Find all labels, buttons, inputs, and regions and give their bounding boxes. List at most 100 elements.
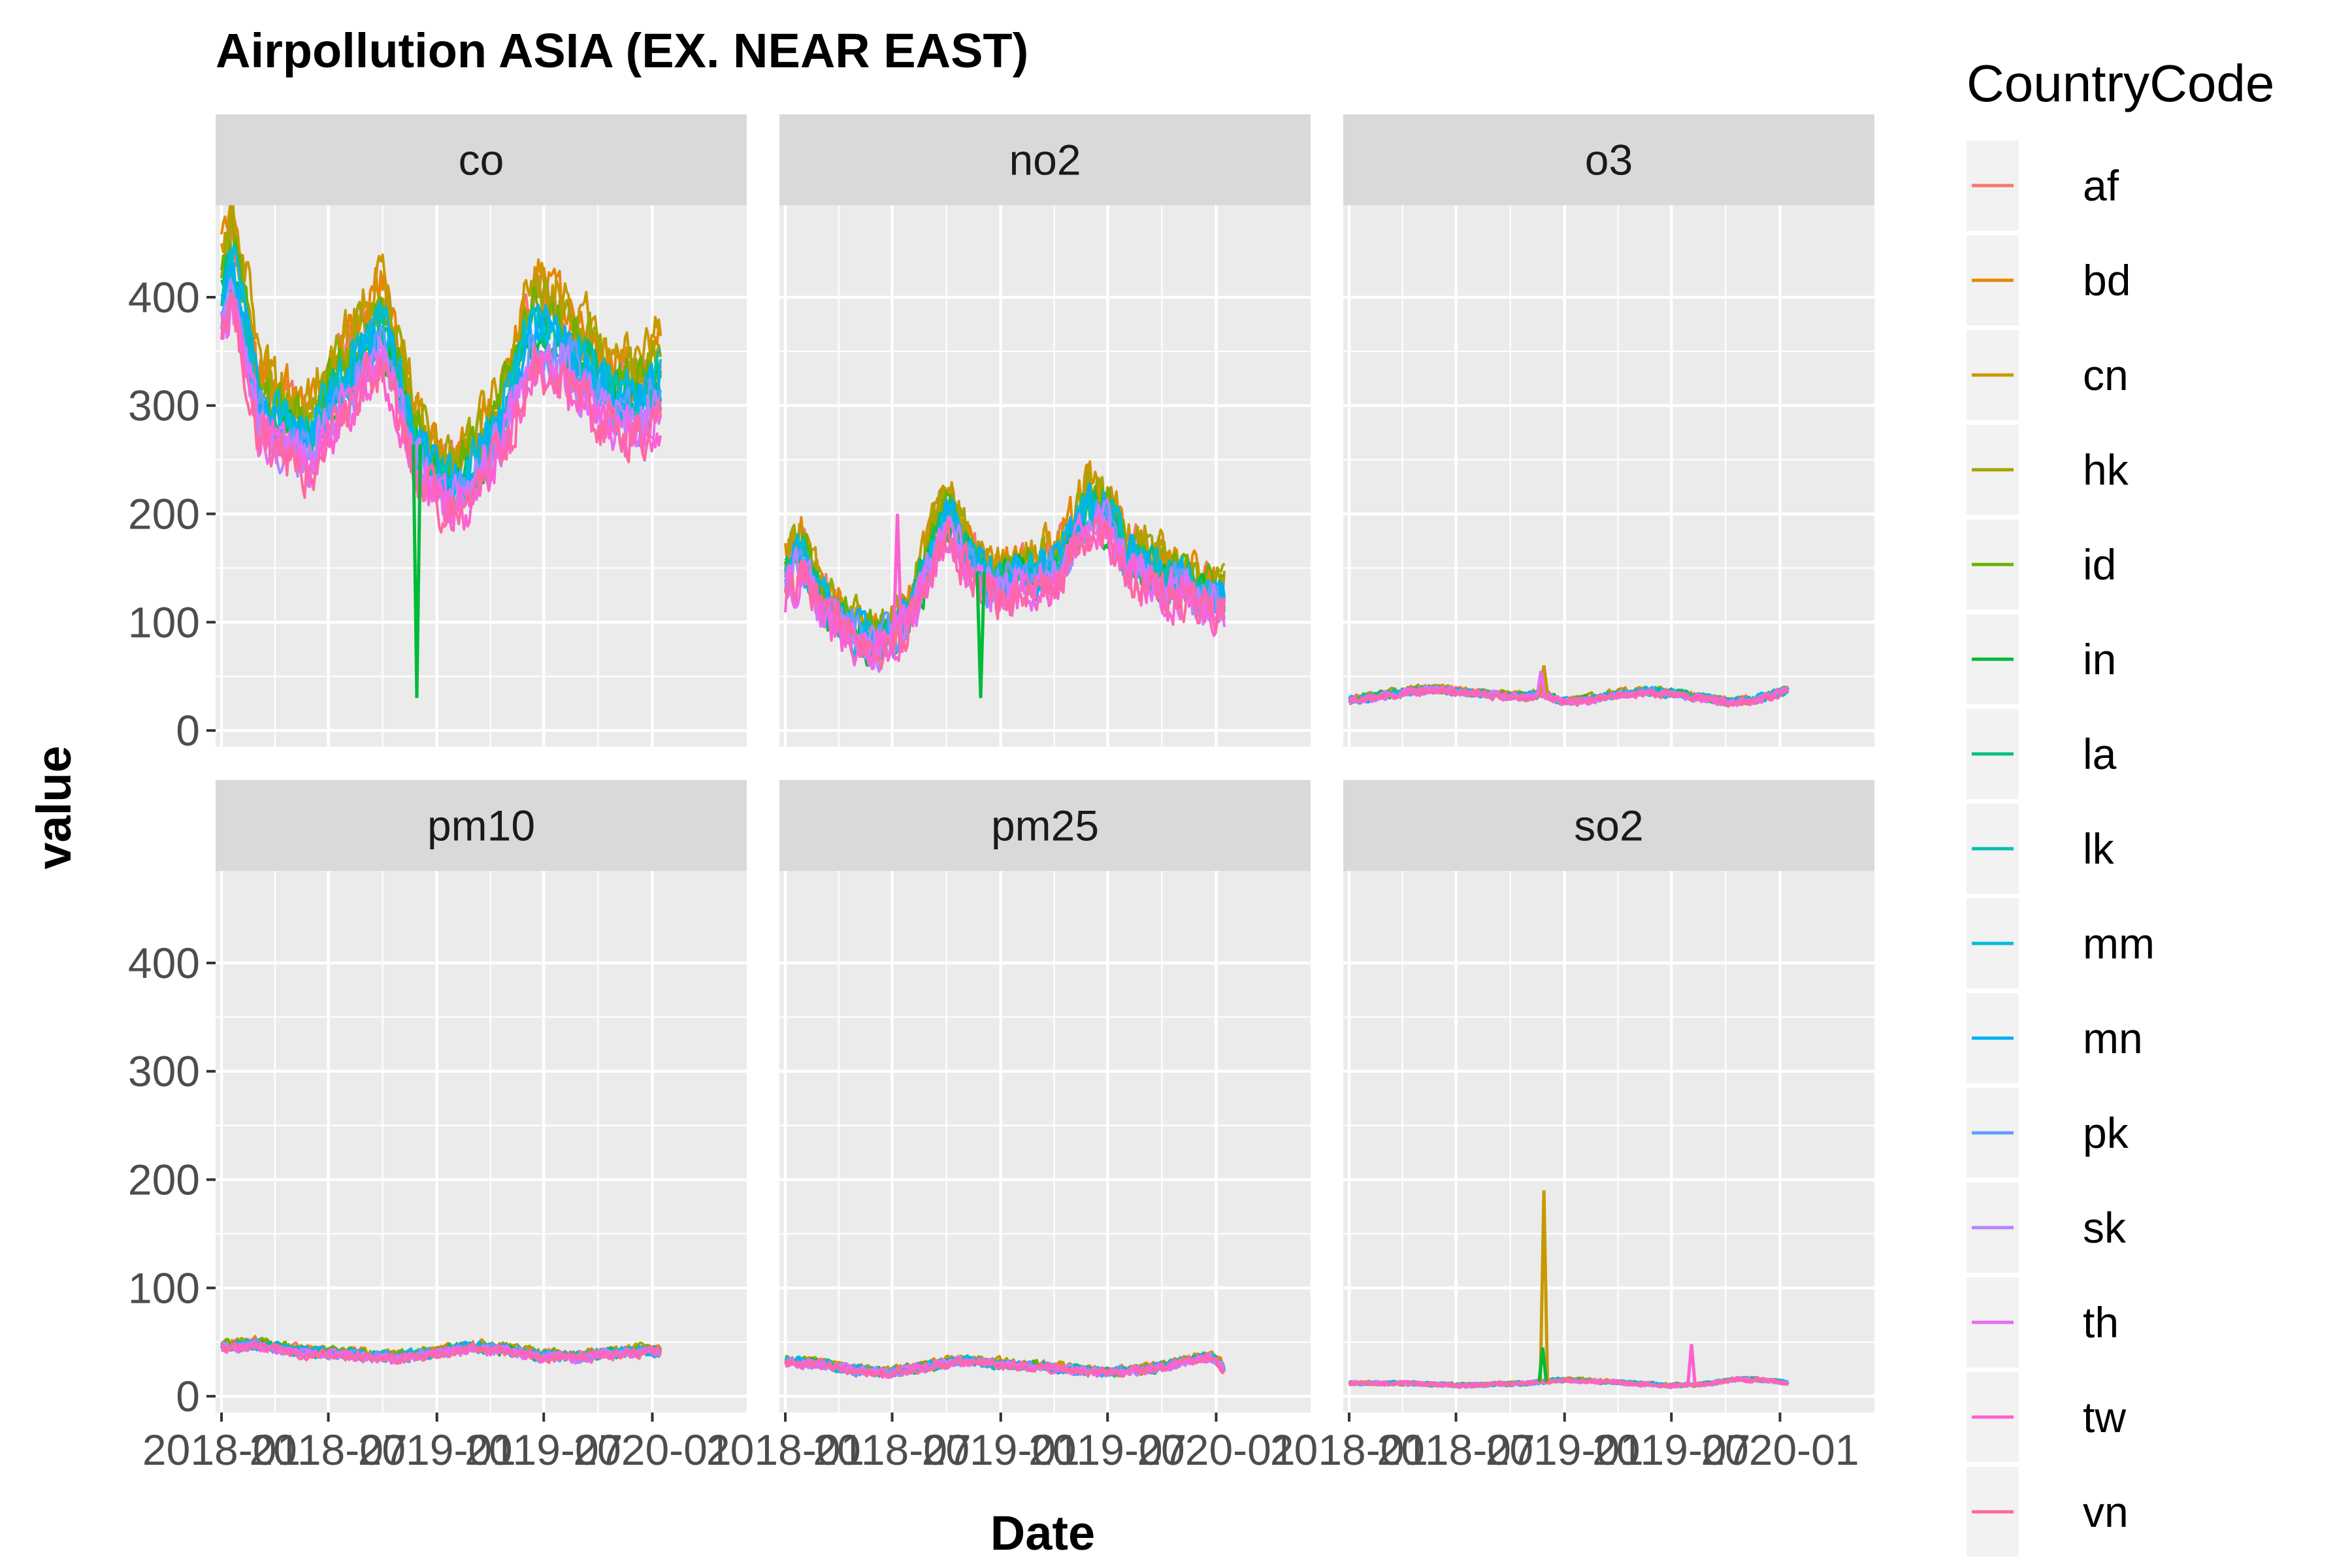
- facet-strip: [1343, 114, 1874, 205]
- x-tick-label: 2018-07: [813, 1426, 971, 1474]
- x-axis-title: Date: [990, 1506, 1095, 1560]
- series-line-vn-pm10: [220, 1341, 662, 1365]
- facet-strip-label: o3: [1585, 136, 1633, 184]
- legend-label: hk: [2083, 446, 2129, 494]
- legend-entry-lk: lk: [1967, 804, 2115, 894]
- x-tick-label: 2018-07: [1377, 1426, 1535, 1474]
- legend-label: mn: [2083, 1014, 2143, 1062]
- spike-in-no2: [975, 571, 986, 698]
- y-axis-title: value: [27, 745, 81, 869]
- series-line-vn-o3: [1348, 686, 1789, 708]
- legend-entry-sk: sk: [1967, 1183, 2127, 1273]
- legend-entry-tw: tw: [1967, 1372, 2126, 1462]
- series-line-vn-pm25: [784, 1352, 1226, 1379]
- y-tick-label: 300: [128, 1047, 200, 1096]
- y-tick-label: 200: [128, 1156, 200, 1204]
- x-axis: 2018-012018-072019-012019-072020-012018-…: [142, 1413, 1859, 1474]
- series-lines: [220, 1335, 662, 1365]
- legend-entry-cn: cn: [1967, 330, 2129, 420]
- legend-label: tw: [2083, 1393, 2126, 1441]
- series-lines: [784, 460, 1226, 698]
- x-tick-label: 2019-07: [1028, 1426, 1186, 1474]
- legend-entry-in: in: [1967, 614, 2116, 704]
- series-line-vn-so2: [1348, 1376, 1789, 1388]
- series-line-vn-co: [220, 292, 662, 534]
- facet-panels: co no2 o3 pm10 pm25 so2: [216, 114, 1888, 1413]
- y-tick-label: 100: [128, 598, 200, 646]
- facet-strip-label: co: [459, 136, 504, 184]
- legend-label: sk: [2083, 1203, 2127, 1252]
- series-lines: [784, 1350, 1226, 1379]
- x-tick-label: 2018-07: [249, 1426, 407, 1474]
- facet-panel-co: co: [216, 114, 760, 747]
- panel-background: [216, 871, 747, 1413]
- legend-entry-th: th: [1967, 1277, 2119, 1367]
- facet-strip: [216, 114, 747, 205]
- legend-label: vn: [2083, 1488, 2129, 1536]
- legend-entry-mn: mn: [1967, 993, 2143, 1083]
- facet-panel-pm25: pm25: [779, 780, 1324, 1413]
- x-tick-label: 2018-01: [142, 1426, 301, 1474]
- legend-entry-id: id: [1967, 519, 2116, 610]
- panel-background: [1343, 205, 1874, 747]
- legend-label: id: [2083, 540, 2116, 589]
- series-lines: [1348, 665, 1789, 708]
- chart-title: Airpollution ASIA (EX. NEAR EAST): [216, 24, 1028, 78]
- series-line-th-pm10: [220, 1342, 661, 1365]
- spike-in-co: [412, 444, 422, 698]
- legend-entry-pk: pk: [1967, 1088, 2129, 1178]
- x-tick-label: 2019-07: [465, 1426, 623, 1474]
- legend-label: cn: [2083, 351, 2129, 399]
- series-lines: [220, 205, 662, 698]
- legend-label: la: [2083, 730, 2117, 778]
- spike-tw-no2: [892, 514, 903, 628]
- y-tick-label: 0: [176, 706, 200, 755]
- series-lines: [1348, 1190, 1789, 1390]
- spike-tw-so2: [1686, 1344, 1697, 1385]
- legend-entry-hk: hk: [1967, 425, 2129, 515]
- legend-entry-vn: vn: [1967, 1467, 2129, 1557]
- facet-panel-no2: no2: [779, 114, 1324, 747]
- x-tick-label: 2020-01: [1701, 1426, 1859, 1474]
- panel-background: [779, 871, 1311, 1413]
- legend-entries: af bd cn hk id in la lk mm mn pk sk th tw vn: [1967, 140, 2155, 1557]
- y-tick-label: 100: [128, 1264, 200, 1312]
- y-tick-label: 400: [128, 939, 200, 987]
- facet-strip-label: so2: [1574, 802, 1643, 850]
- spike-th-o3: [1535, 670, 1546, 694]
- panel-background: [779, 205, 1311, 747]
- legend-label: mm: [2083, 919, 2155, 968]
- facet-strip-label: pm10: [427, 802, 535, 850]
- spike-cn-so2: [1539, 1190, 1550, 1382]
- legend-label: bd: [2083, 256, 2131, 304]
- series-line-vn-no2: [784, 515, 1226, 670]
- facet-panel-so2: so2: [1343, 780, 1888, 1413]
- legend-entry-la: la: [1967, 709, 2117, 799]
- legend-title: CountryCode: [1967, 54, 2274, 112]
- facet-panel-o3: o3: [1343, 114, 1888, 747]
- x-tick-label: 2019-01: [358, 1426, 516, 1474]
- panel-background: [1343, 871, 1874, 1413]
- facet-strip-label: pm25: [991, 802, 1099, 850]
- legend-label: in: [2083, 635, 2116, 683]
- legend-label: th: [2083, 1298, 2119, 1347]
- y-tick-label: 200: [128, 490, 200, 538]
- legend-label: af: [2083, 161, 2119, 210]
- x-tick-label: 2019-07: [1592, 1426, 1750, 1474]
- spike-in-so2: [1537, 1347, 1548, 1382]
- facet-strip: [779, 780, 1311, 871]
- y-tick-label: 300: [128, 382, 200, 430]
- series-line-th-co: [221, 298, 662, 525]
- legend-label: pk: [2083, 1109, 2129, 1157]
- x-tick-label: 2019-01: [922, 1426, 1080, 1474]
- facet-strip: [779, 114, 1311, 205]
- x-tick-label: 2018-01: [706, 1426, 864, 1474]
- x-tick-label: 2020-01: [573, 1426, 731, 1474]
- y-tick-label: 400: [128, 273, 200, 321]
- facet-strip: [216, 780, 747, 871]
- x-tick-label: 2020-01: [1137, 1426, 1295, 1474]
- y-axis: 0 100 200 300 400 0 100 200 300 400: [128, 273, 216, 1420]
- facet-strip: [1343, 780, 1874, 871]
- legend: CountryCode af bd cn hk id in la lk mm mn pk sk th tw…: [1967, 54, 2274, 1557]
